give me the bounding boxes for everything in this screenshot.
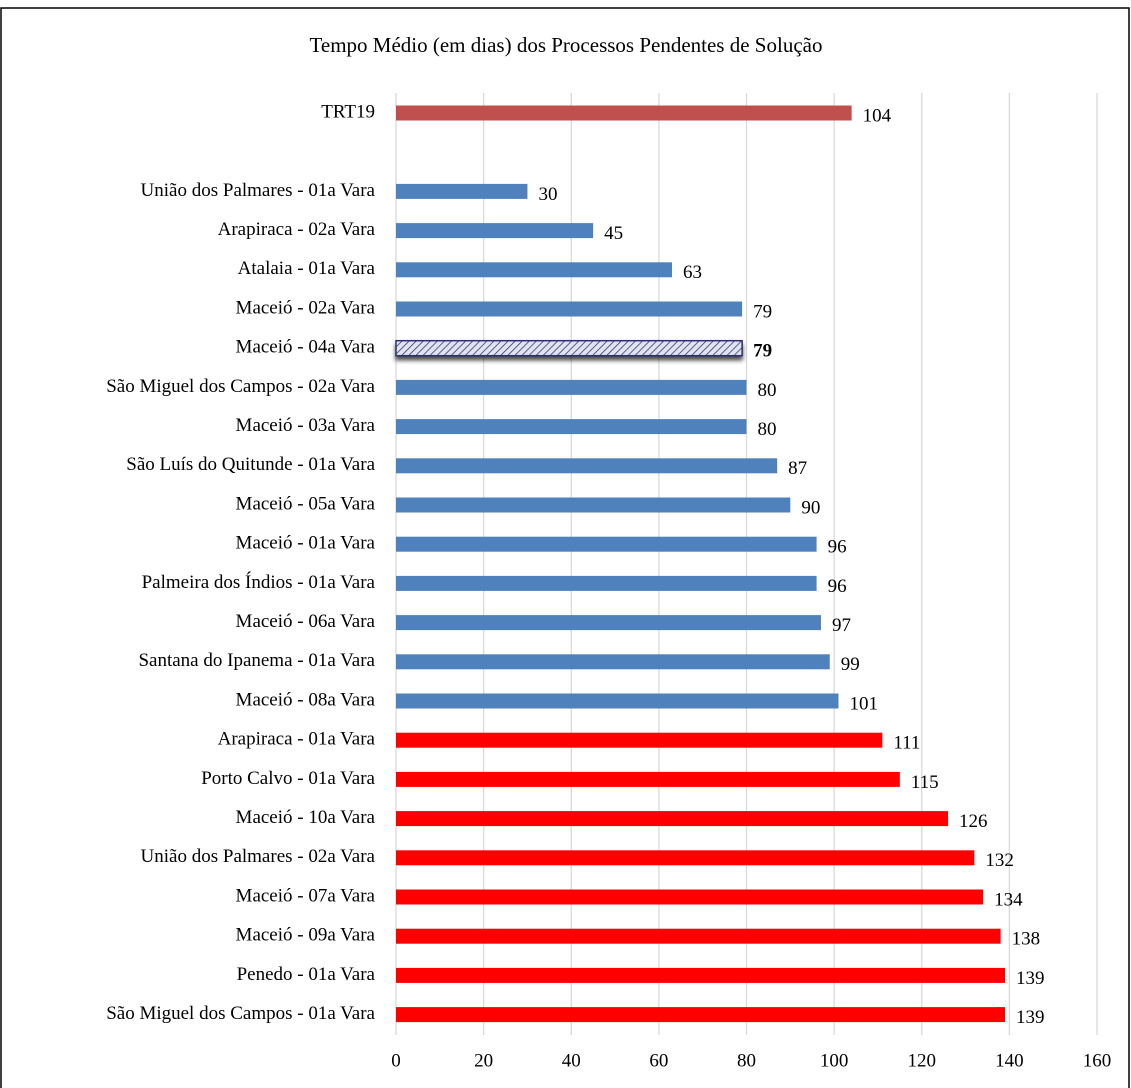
y-tick-label: Porto Calvo - 01a Vara bbox=[201, 768, 375, 789]
y-tick-label: Maceió - 08a Vara bbox=[236, 689, 376, 710]
value-label: 96 bbox=[828, 576, 847, 597]
bar bbox=[396, 1007, 1005, 1023]
bar bbox=[396, 262, 673, 278]
value-label: 139 bbox=[1016, 968, 1045, 989]
y-tick-label: São Miguel dos Campos - 01a Vara bbox=[106, 1003, 375, 1024]
value-label: 134 bbox=[994, 889, 1023, 910]
y-tick-label: Maceió - 04a Vara bbox=[236, 337, 376, 358]
value-label: 115 bbox=[911, 772, 939, 793]
y-tick-label: Maceió - 01a Vara bbox=[236, 533, 376, 554]
y-tick-label: Maceió - 02a Vara bbox=[236, 297, 376, 318]
value-label: 79 bbox=[753, 341, 772, 362]
bar bbox=[396, 771, 900, 787]
bar bbox=[396, 301, 743, 317]
x-tick-label: 40 bbox=[562, 1050, 581, 1071]
value-label: 80 bbox=[758, 419, 777, 440]
y-tick-label: Maceió - 06a Vara bbox=[236, 611, 376, 632]
value-label: 138 bbox=[1012, 929, 1041, 950]
chart-title: Tempo Médio (em dias) dos Processos Pend… bbox=[310, 33, 823, 57]
y-tick-label: TRT19 bbox=[321, 101, 375, 122]
bar bbox=[396, 458, 778, 474]
x-tick-label: 120 bbox=[908, 1050, 937, 1071]
bar bbox=[396, 575, 817, 591]
bar bbox=[396, 223, 594, 239]
x-tick-label: 80 bbox=[737, 1050, 756, 1071]
bar bbox=[396, 693, 839, 709]
y-tick-label: Penedo - 01a Vara bbox=[237, 964, 376, 985]
value-label: 90 bbox=[801, 497, 820, 518]
y-tick-label: Maceió - 03a Vara bbox=[236, 415, 376, 436]
bar bbox=[396, 615, 821, 631]
y-tick-label: Atalaia - 01a Vara bbox=[238, 258, 376, 279]
y-tick-label: São Miguel dos Campos - 02a Vara bbox=[106, 376, 375, 397]
value-label: 45 bbox=[604, 223, 623, 244]
value-label: 111 bbox=[893, 733, 920, 754]
x-tick-label: 20 bbox=[474, 1050, 493, 1071]
bar bbox=[396, 183, 528, 199]
x-tick-label: 0 bbox=[391, 1050, 401, 1071]
y-tick-label: Maceió - 09a Vara bbox=[236, 925, 376, 946]
value-label: 99 bbox=[841, 654, 860, 675]
y-tick-label: Santana do Ipanema - 01a Vara bbox=[138, 650, 375, 671]
y-tick-label: União dos Palmares - 01a Vara bbox=[141, 180, 376, 201]
value-label: 30 bbox=[538, 184, 557, 205]
bar bbox=[396, 850, 975, 866]
bar bbox=[396, 419, 747, 435]
y-tick-label: Palmeira dos Índios - 01a Vara bbox=[142, 571, 376, 593]
value-label: 101 bbox=[850, 693, 879, 714]
x-tick-label: 60 bbox=[649, 1050, 668, 1071]
y-tick-label: Arapiraca - 02a Vara bbox=[218, 219, 376, 240]
value-label: 87 bbox=[788, 458, 807, 479]
bar bbox=[396, 654, 830, 670]
value-label: 132 bbox=[985, 850, 1014, 871]
value-label: 96 bbox=[828, 537, 847, 558]
y-tick-label: Maceió - 05a Vara bbox=[236, 493, 376, 514]
value-label: 79 bbox=[753, 301, 772, 322]
bar bbox=[396, 967, 1005, 983]
value-label: 97 bbox=[832, 615, 851, 636]
bar bbox=[396, 889, 984, 905]
bar bbox=[395, 339, 743, 357]
x-tick-label: 160 bbox=[1083, 1050, 1112, 1071]
bar bbox=[396, 105, 852, 121]
bar bbox=[396, 732, 883, 748]
value-label: 80 bbox=[758, 380, 777, 401]
bar bbox=[396, 536, 817, 552]
plot bbox=[395, 105, 1005, 1023]
bar bbox=[396, 379, 747, 395]
bar bbox=[396, 811, 949, 827]
y-tick-label: São Luís do Quitunde - 01a Vara bbox=[126, 454, 375, 475]
value-label: 63 bbox=[683, 262, 702, 283]
x-tick-label: 100 bbox=[820, 1050, 849, 1071]
value-label: 126 bbox=[959, 811, 988, 832]
value-label: 139 bbox=[1016, 1007, 1045, 1028]
bar bbox=[396, 497, 791, 513]
frame bbox=[0, 7, 1130, 1088]
y-tick-label: União dos Palmares - 02a Vara bbox=[141, 846, 376, 867]
x-tick-label: 140 bbox=[995, 1050, 1024, 1071]
grid bbox=[395, 93, 1098, 1035]
value-label: 104 bbox=[863, 105, 892, 126]
bar bbox=[396, 928, 1001, 944]
y-tick-label: Maceió - 07a Vara bbox=[236, 885, 376, 906]
y-tick-label: Maceió - 10a Vara bbox=[236, 807, 376, 828]
y-tick-label: Arapiraca - 01a Vara bbox=[218, 729, 376, 750]
